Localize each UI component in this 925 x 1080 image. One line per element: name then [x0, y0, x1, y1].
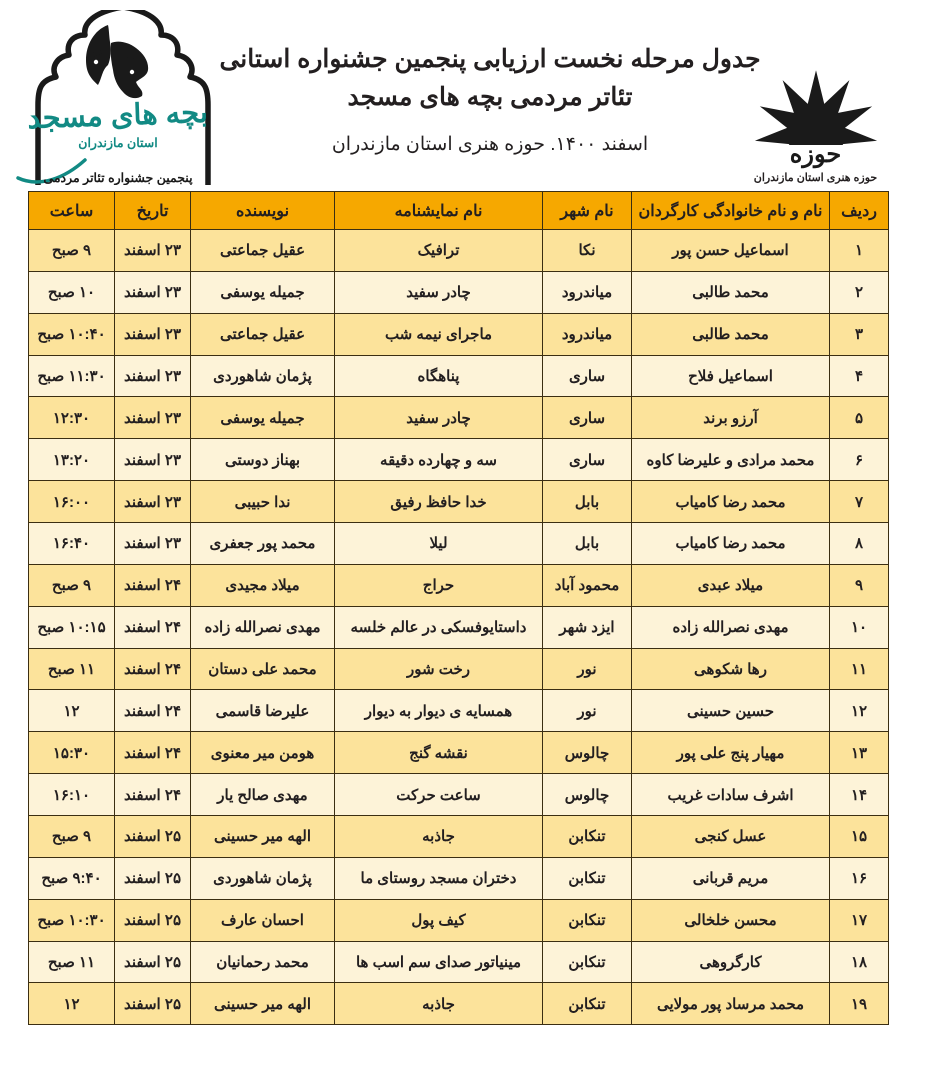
svg-text:بچه های مسجد: بچه های مسجد [27, 97, 209, 135]
svg-text:پنجمین جشنواره تئاتر مردمی: پنجمین جشنواره تئاتر مردمی [43, 171, 193, 185]
svg-text:استان مازندران: استان مازندران [78, 136, 157, 151]
